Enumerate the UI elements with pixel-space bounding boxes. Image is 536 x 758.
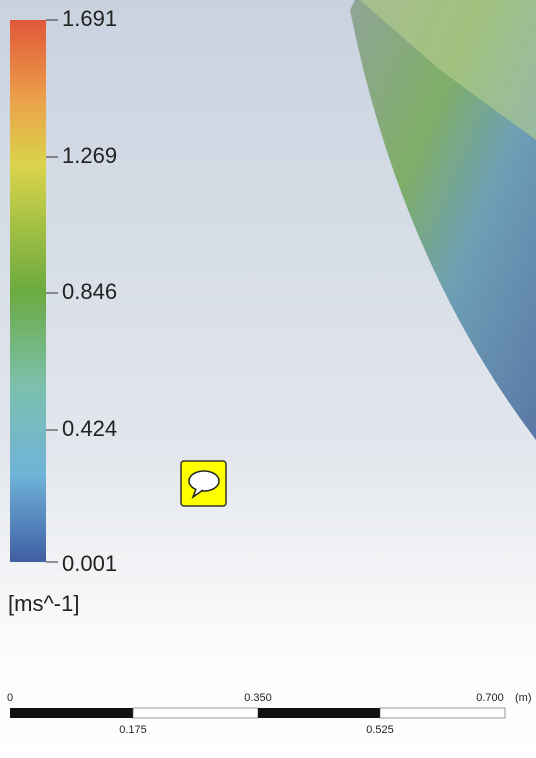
scale-label: 0.700: [476, 692, 504, 704]
scale-label: 0.175: [119, 724, 147, 736]
scale-label: 0.350: [244, 692, 272, 704]
colorbar-label: 1.269: [62, 143, 117, 168]
colorbar: [10, 20, 46, 562]
scale-label: 0: [7, 692, 13, 704]
colorbar-unit: [ms^-1]: [8, 591, 79, 616]
scale-bar: [10, 708, 505, 718]
viewport: 1.691 1.269 0.846 0.424 0.001 [ms^-1] 0 …: [0, 0, 536, 758]
annotation-icon[interactable]: [181, 461, 226, 506]
colorbar-label: 0.424: [62, 416, 117, 441]
colorbar-label: 0.846: [62, 279, 117, 304]
colorbar-label: 0.001: [62, 551, 117, 576]
scale-label: 0.525: [366, 724, 394, 736]
scale-unit: (m): [515, 692, 532, 704]
page: 1.691 1.269 0.846 0.424 0.001 [ms^-1] 0 …: [0, 0, 536, 758]
colorbar-label: 1.691: [62, 6, 117, 31]
